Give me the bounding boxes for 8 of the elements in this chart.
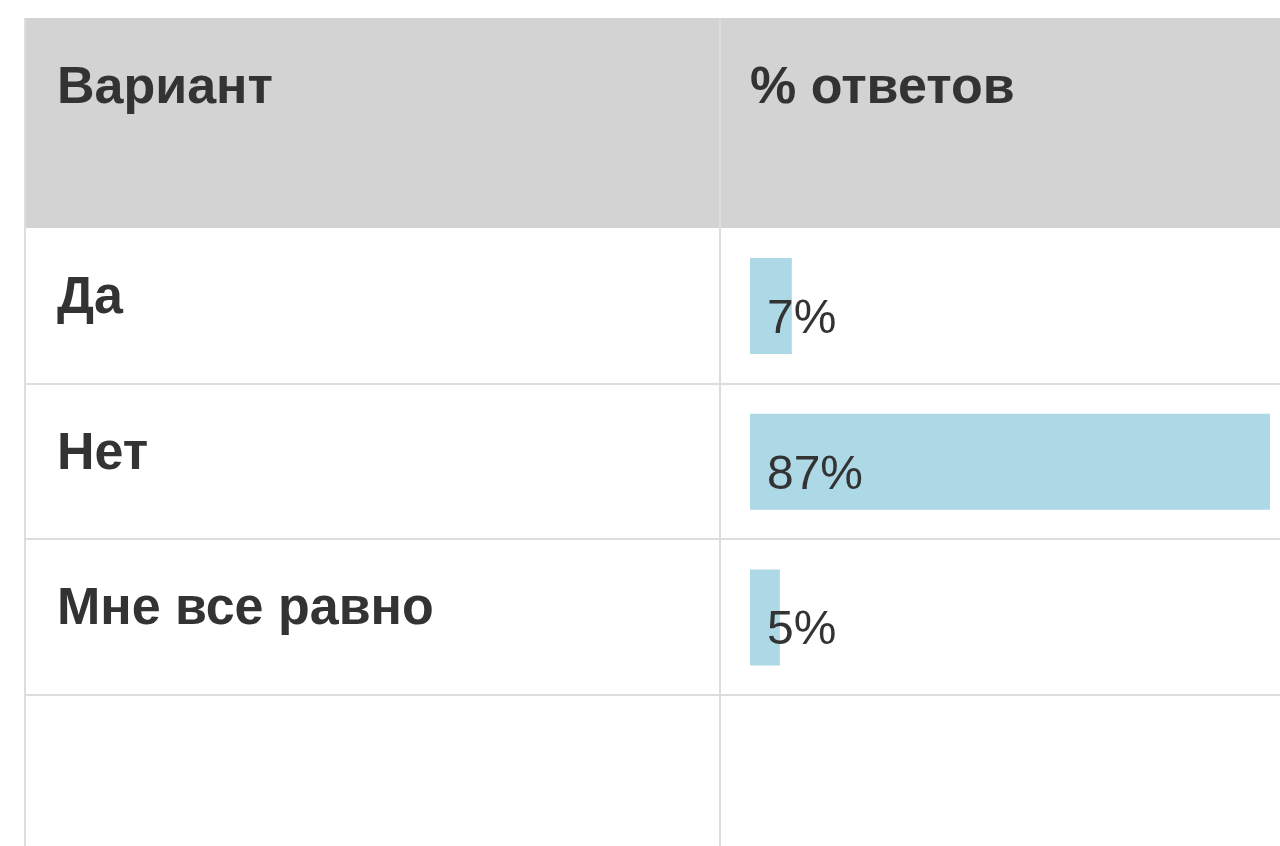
data-label: 87% — [767, 445, 864, 499]
y-axis-title: Вариант — [57, 56, 273, 114]
y-tick-label: Нет — [57, 421, 149, 480]
data-label: 7% — [767, 290, 837, 343]
y-tick-label: Да — [57, 265, 125, 324]
data-label: 5% — [767, 601, 837, 655]
x-axis-title: % ответов — [750, 56, 1015, 114]
y-tick-label: Мне все равно — [57, 577, 434, 636]
